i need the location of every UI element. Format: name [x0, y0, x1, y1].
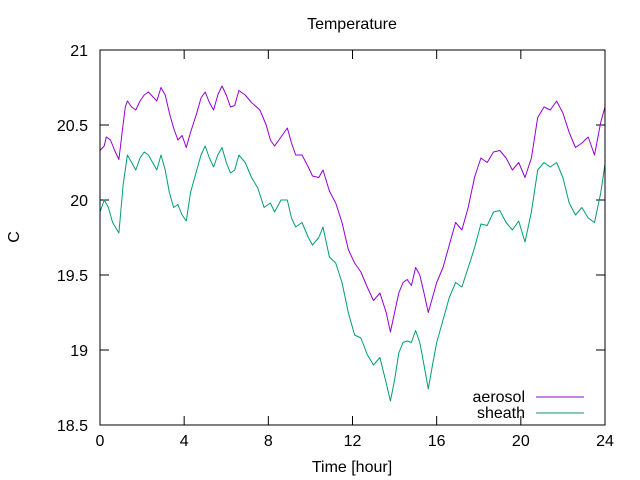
y-tick-label: 21 [70, 43, 88, 60]
x-tick-label: 24 [596, 433, 614, 450]
legend-label-aerosol: aerosol [473, 389, 525, 406]
y-tick-label: 18.5 [57, 418, 88, 435]
x-tick-label: 4 [180, 433, 189, 450]
y-tick-label: 20 [70, 193, 88, 210]
x-tick-label: 16 [428, 433, 446, 450]
y-tick-label: 19 [70, 343, 88, 360]
y-tick-label: 20.5 [57, 118, 88, 135]
x-tick-label: 0 [96, 433, 105, 450]
y-tick-label: 19.5 [57, 268, 88, 285]
series-line-aerosol [99, 85, 606, 333]
x-tick-label: 12 [344, 433, 362, 450]
y-axis-label: C [6, 231, 23, 243]
series-lines [99, 85, 606, 402]
chart-title: Temperature [307, 16, 397, 33]
axis-ticks: 0 4 8 12 16 20 24 18.5 19 19.5 20 20.5 21 [57, 43, 614, 450]
x-tick-label: 20 [512, 433, 530, 450]
series-line-sheath [99, 145, 606, 402]
legend-label-sheath: sheath [477, 405, 525, 422]
x-tick-label: 8 [264, 433, 273, 450]
x-axis-label: Time [hour] [312, 459, 392, 476]
plot-frame [99, 49, 606, 426]
